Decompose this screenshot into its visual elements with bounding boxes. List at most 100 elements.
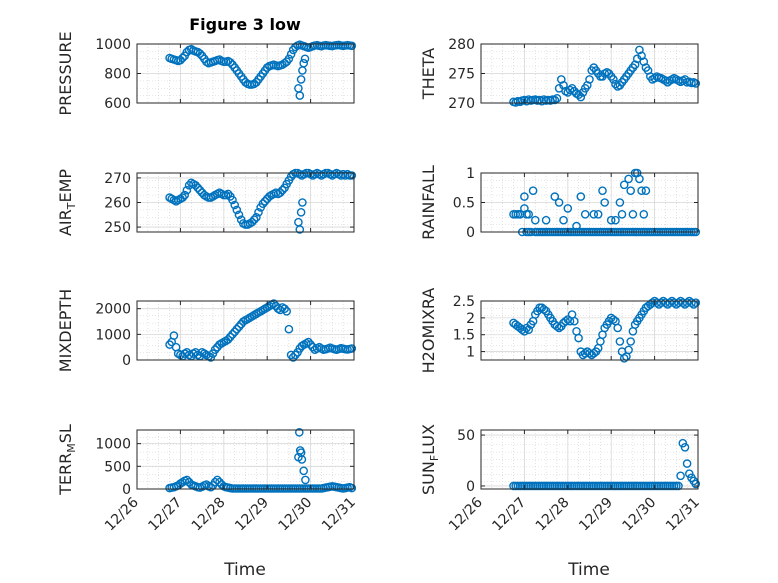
figure-title: Figure 3 low [189, 15, 301, 34]
data-point [559, 215, 568, 225]
data-point [308, 342, 318, 352]
data-point [275, 188, 285, 197]
subplot-air-temp: 250 260 270 AIRTEMP [56, 168, 357, 236]
x-tick-label: 12/28 [189, 495, 229, 535]
data-point [347, 483, 357, 493]
y-tick-label: 500 [104, 459, 131, 475]
data-point [234, 210, 244, 220]
data-point [561, 316, 570, 326]
data-point [624, 174, 633, 184]
y-axis-label: RAINFALL [419, 165, 438, 240]
data-point [232, 324, 242, 334]
data-point [600, 198, 610, 207]
data-point [531, 215, 540, 225]
x-tick-label: 12/27 [489, 495, 529, 535]
y-tick-label: 250 [104, 220, 131, 236]
data-point [598, 186, 607, 195]
data-point [228, 329, 237, 339]
subplot-terr-msl: 0 500 1000 12/26 12/27 12/28 12/29 12/30 12/31 TE… [56, 424, 359, 534]
data-point [295, 225, 305, 234]
y-tick-label: 270 [448, 96, 475, 112]
y-axis-label: PRESSURE [56, 31, 75, 115]
data-point [687, 298, 696, 308]
subplot-rainfall: 0 0.5 1 RAINFALL [419, 165, 701, 241]
data-point [306, 340, 315, 349]
subplot-h2omixra: 11.522.5 H2OMIXRA [419, 288, 701, 373]
x-tick-label: 12/29 [232, 495, 272, 535]
data-point [615, 337, 625, 346]
data-point [347, 171, 357, 180]
data-point [576, 92, 586, 102]
data-point [182, 475, 192, 485]
data-point [637, 186, 646, 195]
axes-box [136, 429, 355, 490]
data-point [191, 180, 200, 190]
data-point [193, 183, 203, 193]
y-axis-label: THETA [419, 48, 438, 100]
x-tick-label: 12/31 [319, 495, 359, 535]
data-point [252, 212, 261, 222]
y-tick-label: 800 [104, 67, 131, 83]
data-point [228, 195, 237, 205]
data-point [234, 322, 244, 332]
data-point [626, 186, 636, 195]
data-point [678, 438, 688, 448]
data-point [195, 185, 205, 195]
data-point [541, 215, 551, 225]
data-point [286, 50, 296, 59]
subplot-sun-flux: 0 50 12/26 12/27 12/28 12/29 12/30 12/31 SUNFLUX [419, 424, 703, 534]
data-point [288, 353, 298, 362]
x-tick-label: 12/29 [576, 495, 616, 535]
subplot-theta: 270 275 280 THETA [419, 37, 701, 112]
y-tick-label: 0 [122, 482, 131, 498]
data-point [296, 207, 306, 217]
data-point [565, 85, 575, 95]
x-axis-label-left: Time [223, 560, 266, 580]
data-point [676, 471, 685, 481]
data-point [550, 95, 560, 105]
y-tick-label: 280 [448, 37, 475, 53]
data-point [609, 315, 618, 324]
data-point [182, 185, 192, 195]
y-tick-label: 600 [104, 96, 131, 112]
y-tick-label: 1.5 [453, 328, 475, 344]
data-point [298, 198, 307, 207]
data-point [169, 331, 179, 340]
y-tick-label: 1000 [95, 327, 131, 343]
data-point [685, 469, 694, 479]
data-point [691, 79, 701, 88]
data-point [552, 321, 562, 331]
data-point [178, 193, 187, 202]
y-axis-label: TERRMSL [56, 424, 78, 496]
data-point [284, 54, 294, 64]
data-point [574, 90, 583, 99]
data-series [165, 168, 357, 234]
data-point [550, 192, 560, 201]
y-tick-label: 1 [466, 166, 475, 182]
x-tick-label: 12/26 [446, 494, 486, 534]
data-point [619, 353, 629, 363]
data-point [613, 323, 623, 333]
axes-box [480, 429, 699, 490]
data-point [570, 316, 579, 326]
data-point [294, 427, 304, 437]
data-point [593, 209, 603, 219]
data-point [297, 455, 307, 464]
data-point [258, 199, 268, 208]
data-point [554, 323, 564, 333]
data-point [304, 337, 313, 347]
x-tick-label: 12/28 [533, 495, 573, 535]
data-point [296, 75, 306, 84]
data-point [247, 217, 257, 227]
data-point [282, 306, 292, 316]
data-point [639, 209, 649, 219]
data-point [691, 479, 701, 489]
data-point [223, 189, 233, 199]
y-tick-label: 0 [466, 225, 475, 241]
data-point [682, 459, 692, 468]
data-point [210, 345, 220, 355]
data-point [301, 475, 310, 485]
x-tick-label: 12/30 [620, 495, 660, 535]
